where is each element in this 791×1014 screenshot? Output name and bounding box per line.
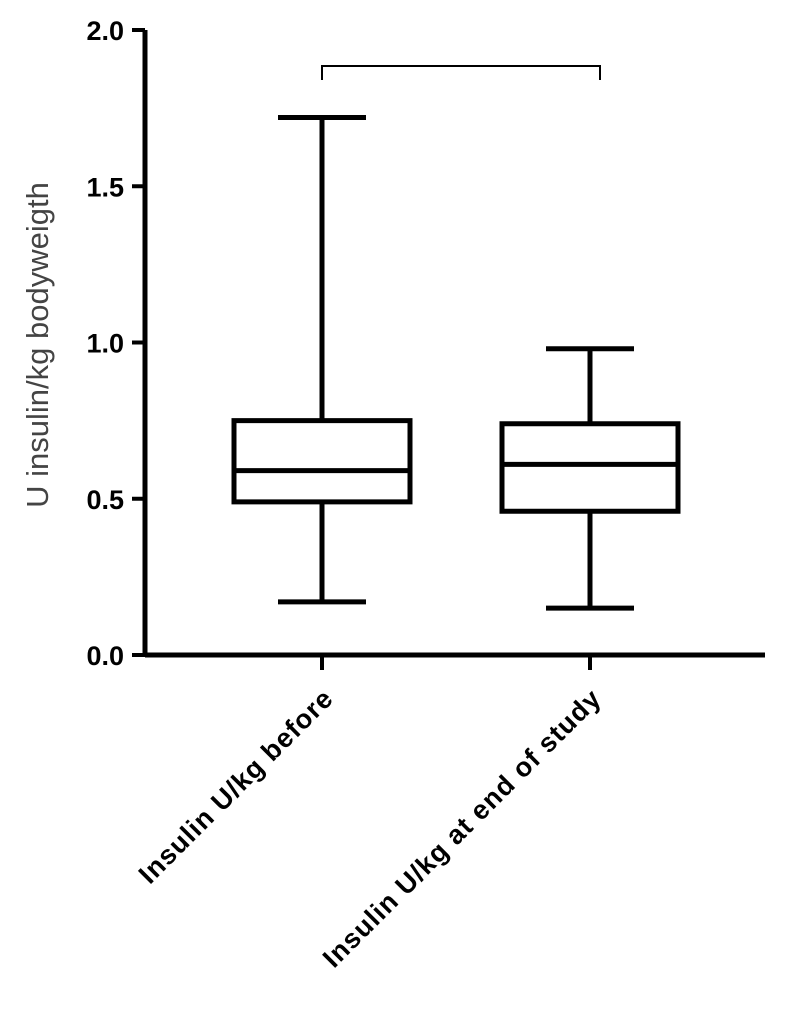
comparison-bracket <box>321 65 601 80</box>
category-label: Insulin U/kg at end of study <box>317 683 607 973</box>
y-tick-label: 1.0 <box>86 329 124 359</box>
iqr-box <box>499 421 681 514</box>
axes <box>142 30 765 658</box>
y-tick-label: 0.5 <box>86 485 124 515</box>
x-ticks <box>320 655 592 670</box>
box-1 <box>231 115 413 605</box>
y-ticks: 0.0 0.5 1.0 1.5 2.0 <box>86 16 145 671</box>
box-2 <box>499 346 681 611</box>
y-tick-label: 2.0 <box>86 16 124 46</box>
bracket-line <box>321 65 601 80</box>
boxes <box>231 115 681 611</box>
iqr-box <box>231 418 413 505</box>
y-tick-label: 0.0 <box>86 641 124 671</box>
y-tick-label: 1.5 <box>86 172 124 202</box>
y-axis-label: U insulin/kg bodyweigth <box>20 182 55 508</box>
category-label: Insulin U/kg before <box>133 683 339 889</box>
